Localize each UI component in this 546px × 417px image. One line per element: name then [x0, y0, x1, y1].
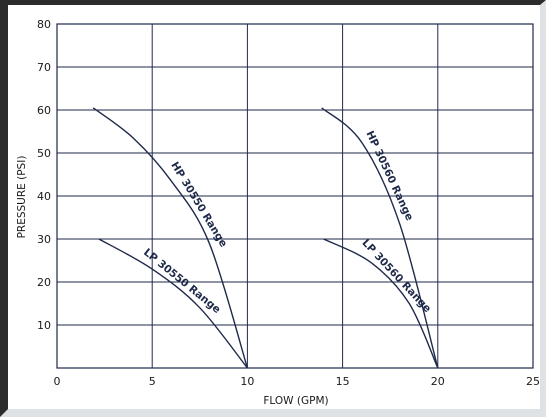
y-tick-label-7: 80: [37, 18, 51, 31]
x-tick-label-0: 0: [54, 375, 61, 388]
y-tick-label-4: 50: [37, 147, 51, 160]
y-tick-label-5: 60: [37, 104, 51, 117]
curve-hp-30550-range: [92, 107, 249, 369]
x-tick-label-1: 5: [149, 375, 156, 388]
y-tick-label-6: 70: [37, 61, 51, 74]
x-tick-label-4: 20: [431, 375, 445, 388]
y-tick-label-3: 40: [37, 190, 51, 203]
y-axis-title: PRESSURE (PSI): [16, 156, 28, 239]
curve-lp-30550-range: [98, 238, 248, 369]
y-tick-labels: 10 20 30 40 50 60 70 80: [37, 18, 51, 332]
plot-border: [56, 23, 534, 369]
grid: [56, 23, 534, 369]
x-tick-label-5: 25: [526, 375, 540, 388]
x-axis-title: FLOW (GPM): [263, 395, 328, 407]
curves: [92, 107, 439, 369]
curve-lp-30560-range: [323, 238, 439, 369]
x-tick-labels: 0 5 10 15 20 25: [54, 375, 541, 388]
curve-label-lp-30560-range: LP 30560 Range: [359, 237, 433, 315]
curve-label-lp-30550-range: LP 30550 Range: [141, 246, 223, 316]
curve-label-hp-30560-range: HP 30560 Range: [363, 129, 415, 223]
x-tick-label-2: 10: [240, 375, 254, 388]
curve-label-hp-30550-range: HP 30550 Range: [168, 160, 229, 250]
y-tick-label-0: 10: [37, 319, 51, 332]
x-tick-label-3: 15: [336, 375, 350, 388]
y-tick-label-1: 20: [37, 276, 51, 289]
curve-hp-30560-range: [321, 107, 439, 369]
y-tick-label-2: 30: [37, 233, 51, 246]
